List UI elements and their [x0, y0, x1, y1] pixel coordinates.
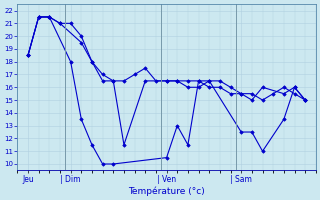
X-axis label: Température (°c): Température (°c) — [128, 186, 205, 196]
